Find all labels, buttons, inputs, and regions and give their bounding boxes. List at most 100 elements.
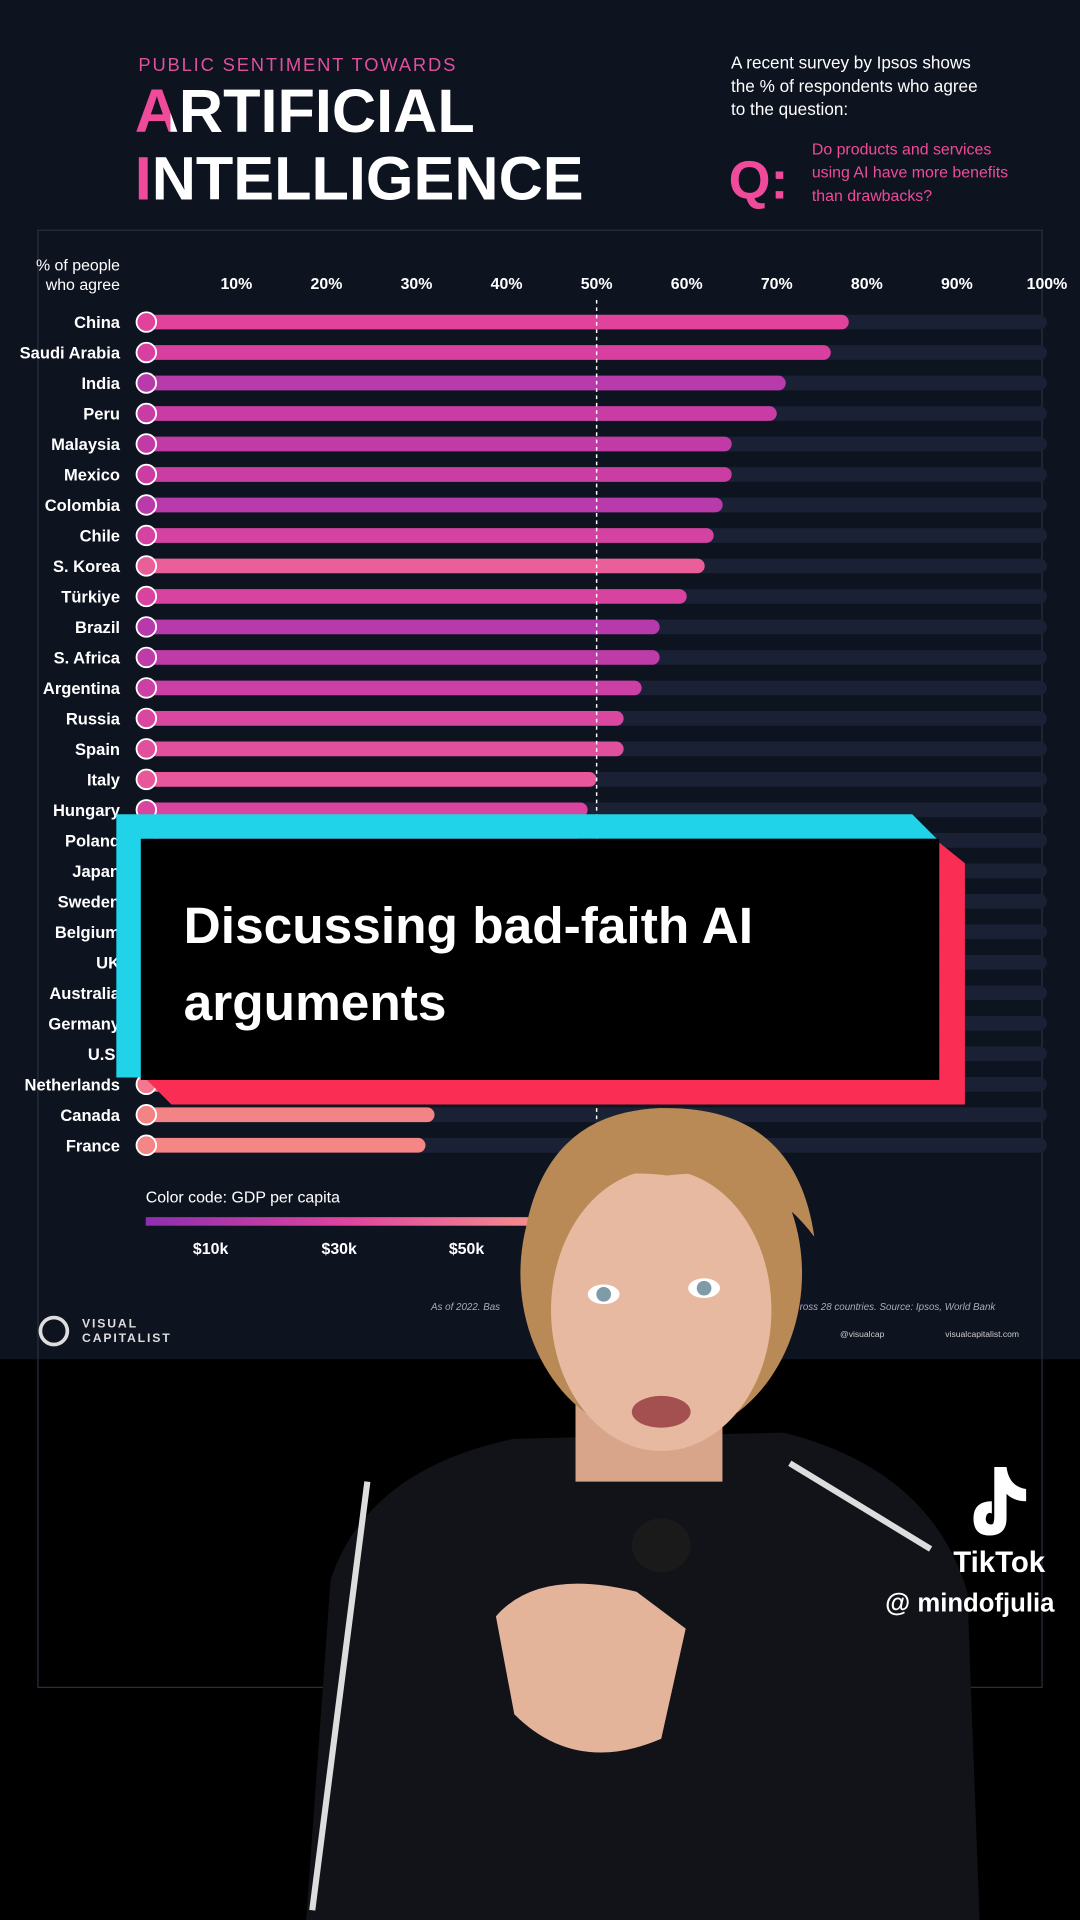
description: the % of respondents who agree	[731, 76, 978, 96]
y-tick-label: Belgium	[55, 923, 120, 942]
caption: arguments	[184, 973, 447, 1031]
y-tick-label: Canada	[60, 1106, 120, 1125]
flag	[135, 646, 158, 669]
x-tick-label: 90%	[941, 276, 973, 293]
chart-background	[0, 0, 1080, 1360]
legend-label: $10k	[193, 1241, 229, 1258]
y-tick-label: Chile	[80, 527, 120, 546]
y-tick-label: China	[74, 313, 121, 332]
flag	[135, 402, 158, 425]
x-tick-label: 80%	[851, 276, 883, 293]
flag	[135, 311, 158, 333]
bar	[146, 680, 642, 696]
bar	[146, 436, 732, 452]
bar	[146, 314, 849, 330]
x-tick-label: 10%	[220, 276, 252, 293]
bar	[146, 1107, 435, 1123]
flag	[135, 372, 158, 394]
bar	[146, 772, 597, 787]
flag	[135, 463, 158, 486]
brand: VISUAL	[82, 1316, 138, 1330]
bar	[146, 1137, 426, 1153]
question-mark: Q:	[729, 150, 789, 210]
y-tick-label: S. Africa	[54, 649, 121, 668]
y-tick-label: India	[81, 374, 120, 393]
flag	[135, 707, 158, 730]
username: @ mindofjulia	[885, 1589, 1055, 1617]
brand-logo	[38, 1315, 70, 1347]
bar	[146, 741, 624, 757]
bar	[146, 619, 660, 635]
bar	[146, 558, 705, 574]
y-tick-label: Poland	[65, 831, 120, 850]
flag	[135, 555, 158, 577]
watermark: TikTok @ mindofjulia	[885, 1466, 1055, 1617]
y-tick-label: S. Korea	[53, 557, 121, 576]
flag	[135, 494, 158, 516]
bar	[146, 528, 714, 543]
x-tick-label: 50%	[581, 276, 613, 293]
chart-title: PUBLIC SENTIMENT TOWARDS	[138, 54, 457, 75]
y-tick-label: UK	[96, 953, 120, 972]
y-tick-label: Mexico	[64, 466, 120, 485]
bar	[146, 406, 777, 421]
x-tick-label: 60%	[671, 276, 703, 293]
flag	[135, 1104, 158, 1126]
flag	[135, 1134, 158, 1156]
y-tick-label: Hungary	[53, 801, 121, 820]
legend-label: $50k	[449, 1241, 485, 1258]
y-tick-label: Spain	[75, 740, 120, 759]
y-tick-label: Türkiye	[61, 588, 120, 607]
question: Do products and services	[812, 141, 992, 158]
y-tick-label: Netherlands	[25, 1075, 120, 1094]
bar	[146, 345, 831, 360]
bar	[146, 711, 624, 726]
axis-label: who agree	[45, 277, 120, 294]
flag	[135, 677, 158, 699]
bar	[146, 375, 786, 391]
app-name: TikTok	[953, 1546, 1046, 1579]
x-tick-label: 30%	[401, 276, 433, 293]
flag	[135, 738, 158, 760]
y-tick-label: Argentina	[43, 679, 121, 698]
y-tick-label: Brazil	[75, 618, 120, 637]
y-tick-label: Germany	[48, 1014, 120, 1033]
title-line: INTELLIGENCE	[135, 145, 584, 213]
bar	[146, 589, 687, 604]
axis-label: % of people	[36, 258, 120, 275]
flag	[135, 616, 158, 638]
y-tick-label: U.S.	[88, 1045, 120, 1064]
question: than drawbacks?	[812, 188, 932, 205]
legend-title: Color code: GDP per capita	[146, 1189, 340, 1206]
brand: CAPITALIST	[82, 1331, 172, 1345]
bar	[146, 497, 723, 513]
description: A recent survey by Ipsos shows	[731, 53, 971, 73]
bar	[146, 802, 588, 818]
x-tick-label: 70%	[761, 276, 793, 293]
social: visualcapitalist.com	[945, 1329, 1019, 1339]
y-tick-label: France	[66, 1136, 120, 1155]
y-tick-label: Italy	[87, 771, 121, 790]
y-tick-label: Colombia	[45, 496, 121, 515]
flag	[135, 768, 158, 791]
footnote: As of 2022. Bas	[430, 1302, 500, 1313]
caption: Discussing bad-faith AI	[184, 896, 753, 954]
y-tick-label: Sweden	[58, 892, 120, 911]
description: to the question:	[731, 99, 848, 119]
x-tick-label: 40%	[491, 276, 523, 293]
x-tick-label: 100%	[1027, 276, 1068, 293]
title-line: ARTIFICIAL	[135, 77, 475, 145]
x-tick-label: 20%	[311, 276, 343, 293]
y-tick-label: Peru	[83, 405, 120, 424]
y-tick-label: Saudi Arabia	[20, 344, 121, 363]
question: using AI have more benefits	[812, 165, 1008, 182]
y-tick-label: Malaysia	[51, 435, 121, 454]
y-tick-label: Japan	[72, 862, 120, 881]
bar	[146, 650, 660, 665]
caption-overlay: Discussing bad-faith AI arguments	[116, 814, 965, 1105]
social: @visualcap	[840, 1329, 885, 1339]
legend-label: $30k	[321, 1241, 357, 1258]
bar	[146, 467, 732, 482]
